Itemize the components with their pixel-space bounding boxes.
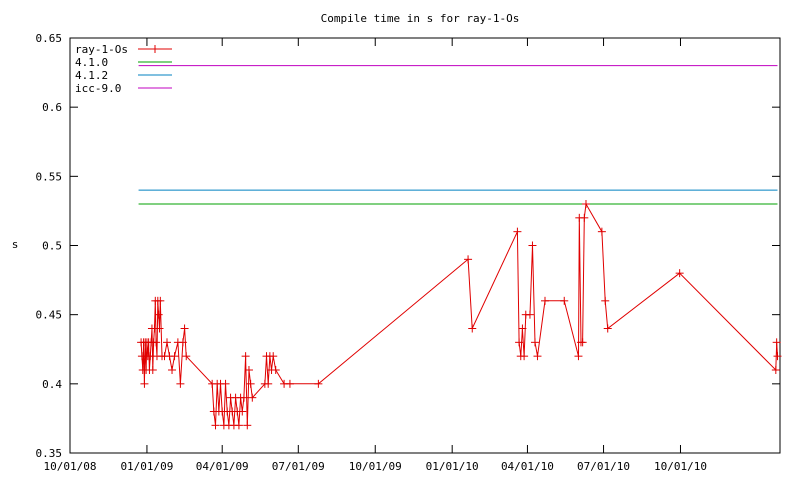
legend-label: 4.1.2 (75, 69, 108, 82)
y-tick-label: 0.35 (36, 447, 63, 460)
data-point-marker (597, 227, 606, 236)
data-point-marker (244, 366, 253, 374)
y-axis-label: s (12, 238, 19, 251)
data-point-marker (518, 324, 527, 333)
x-tick-label: 01/01/10 (426, 460, 479, 473)
data-point-marker (530, 338, 539, 347)
data-point-marker (468, 324, 477, 333)
data-point-marker (772, 338, 781, 347)
y-tick-label: 0.55 (36, 170, 63, 183)
data-point-marker (163, 338, 172, 347)
data-point-marker (513, 227, 522, 236)
data-point-marker (464, 255, 473, 264)
data-point-marker (580, 213, 589, 222)
data-point-marker (221, 379, 230, 388)
data-point-marker (211, 421, 220, 430)
data-point-marker (314, 379, 323, 388)
data-point-marker (168, 366, 177, 374)
data-point-marker (155, 324, 164, 333)
data-point-marker (528, 241, 537, 250)
y-tick-label: 0.45 (36, 309, 63, 322)
y-axis-ticks: 0.35 0.4 0.45 0.5 0.55 0.6 0.65 (36, 32, 780, 460)
data-point-marker (520, 352, 529, 361)
data-point-marker (264, 379, 273, 388)
data-point-marker (178, 338, 187, 347)
data-point-marker (248, 393, 257, 402)
chart-title: Compile time in s for ray-1-Os (321, 12, 520, 25)
x-tick-label: 07/01/10 (577, 460, 630, 473)
data-point-marker (243, 421, 252, 430)
data-point-marker (603, 324, 612, 333)
y-tick-label: 0.5 (42, 240, 62, 253)
data-point-marker (773, 352, 782, 361)
legend-label: icc-9.0 (75, 82, 121, 95)
data-point-marker (675, 269, 684, 278)
x-axis-ticks: 10/01/08 01/01/09 04/01/09 07/01/09 10/01/09… (44, 38, 707, 473)
data-point-marker (140, 379, 149, 388)
data-point-marker (574, 352, 583, 361)
data-point-marker (601, 296, 610, 305)
ray-series (137, 200, 782, 430)
data-point-marker (180, 324, 189, 333)
data-point-marker (170, 352, 179, 361)
x-tick-label: 10/01/08 (44, 460, 97, 473)
series-line-path (140, 202, 778, 426)
data-point-marker (541, 296, 550, 305)
data-point-marker (271, 366, 280, 374)
data-point-marker (234, 421, 243, 430)
data-point-marker (771, 366, 780, 374)
data-point-marker (285, 379, 294, 388)
data-point-marker (269, 352, 278, 361)
data-point-marker (148, 366, 157, 374)
y-tick-label: 0.6 (42, 101, 62, 114)
data-point-marker (581, 200, 590, 208)
legend-label: 4.1.0 (75, 56, 108, 69)
x-tick-label: 01/01/09 (120, 460, 173, 473)
legend-label: ray-1-Os (75, 43, 128, 56)
reference-lines (138, 65, 778, 205)
data-point-marker (176, 379, 185, 388)
data-point-marker (560, 296, 569, 305)
x-tick-label: 10/01/10 (654, 460, 707, 473)
data-point-marker (238, 407, 247, 416)
data-point-marker (533, 352, 542, 361)
data-point-marker (515, 338, 524, 347)
x-tick-label: 10/01/09 (349, 460, 402, 473)
data-point-marker (154, 310, 163, 319)
x-tick-label: 07/01/09 (272, 460, 325, 473)
data-point-marker (146, 352, 155, 361)
data-point-marker (241, 352, 250, 361)
data-point-marker (152, 338, 161, 347)
data-point-marker (525, 310, 534, 319)
data-point-marker (182, 352, 191, 361)
data-point-marker (246, 379, 255, 388)
data-point-marker (239, 393, 248, 402)
x-tick-label: 04/01/10 (501, 460, 554, 473)
plot-frame (69, 37, 781, 454)
data-point-marker (156, 296, 165, 305)
x-tick-label: 04/01/09 (196, 460, 249, 473)
y-tick-label: 0.4 (42, 378, 62, 391)
data-point-marker (578, 338, 587, 347)
y-tick-label: 0.65 (36, 32, 63, 45)
